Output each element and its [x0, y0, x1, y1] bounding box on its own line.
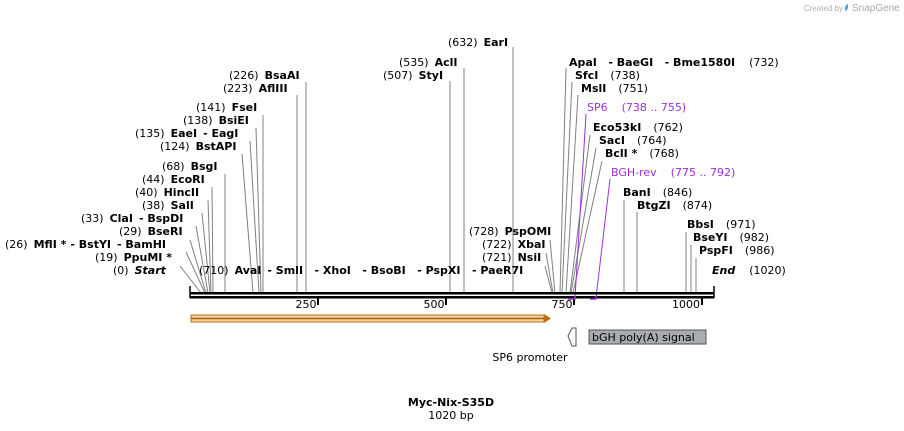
site-label-mfli: (26) MflI * - BstYI - BamHI: [5, 238, 166, 251]
orf-feature: [190, 314, 551, 323]
site-label-bcli: BclI * (768): [605, 147, 679, 160]
site-label-hincii: (40) HincII: [135, 186, 199, 199]
credit-prefix: Created by: [804, 4, 843, 13]
site-label-clai: (33) ClaI - BspDI: [81, 212, 183, 225]
site-label-pspfi: PspFI (986): [699, 244, 775, 257]
site-label-acli: (535) AclI: [399, 56, 458, 69]
site-label-ecori: (44) EcoRI: [142, 173, 205, 186]
site-label-apai-group: ApaI - BaeGI - Bme1580I (732): [569, 56, 779, 69]
credit-brand: SnapGene: [852, 3, 900, 14]
site-label-styi: (507) StyI: [383, 69, 443, 82]
site-label-bsgi: (68) BsgI: [162, 160, 218, 173]
site-label-saci: SacI (764): [599, 134, 667, 147]
backbone: [189, 286, 715, 299]
site-label-ppumi: (19) PpuMI *: [95, 251, 172, 264]
sp6-promoter-label: SP6 promoter: [492, 351, 568, 364]
bgh-polya-label: bGH poly(A) signal: [592, 331, 695, 344]
plasmid-name: Myc-Nix-S35D: [408, 396, 494, 409]
primer-marks: [568, 296, 597, 300]
ruler-label-750: 750: [552, 298, 573, 311]
site-label-start: (0) Start: [113, 264, 167, 277]
primer-lines: [574, 113, 611, 299]
ruler-ticks: [317, 298, 703, 305]
site-label-bbsi: BbsI (971): [687, 218, 756, 231]
site-label-sali: (38) SalI: [142, 199, 194, 212]
site-label-sfci: SfcI (738): [575, 69, 640, 82]
ruler-labels: 250 500 750 1000: [296, 298, 701, 311]
site-label-avai-group: (710) AvaI - SmlI - XhoI - BsoBI - PspXI -…: [199, 264, 523, 277]
site-label-bstapi: (124) BstAPI: [160, 140, 236, 153]
site-label-bani: BanI (846): [623, 186, 692, 199]
plasmid-length: 1020 bp: [428, 409, 473, 422]
snapgene-logo-icon: [845, 4, 848, 11]
site-label-bseyi: BseYI (982): [693, 231, 769, 244]
site-label-msli: MslI (751): [581, 82, 648, 95]
site-label-eco53ki: Eco53kI (762): [593, 121, 683, 134]
site-label-bseri: (29) BseRI: [119, 225, 183, 238]
site-label-xbai: (722) XbaI: [482, 238, 545, 251]
site-label-fsei: (141) FseI: [196, 101, 257, 114]
snapgene-credit: Created by SnapGene: [804, 3, 900, 14]
primer-label-bgh-rev: BGH-rev (775 .. 792): [611, 166, 735, 179]
site-label-eari: (632) EarI: [448, 36, 508, 49]
bgh-polya-feature: bGH poly(A) signal: [588, 329, 707, 345]
site-label-pspomi: (728) PspOMI: [469, 225, 551, 238]
site-label-eaei: (135) EaeI - EagI: [135, 127, 238, 140]
primer-label-sp6: SP6 (738 .. 755): [587, 101, 686, 114]
site-label-btgzi: BtgZI (874): [637, 199, 712, 212]
site-label-bsiei: (138) BsiEI: [183, 114, 249, 127]
sp6-promoter-feature: SP6 promoter: [492, 327, 577, 364]
site-label-bsaai: (226) BsaAI: [229, 69, 300, 82]
site-label-nsii: (721) NsiI: [482, 251, 541, 264]
site-label-end: End (1020): [712, 264, 786, 277]
ruler-label-500: 500: [424, 298, 445, 311]
site-label-aflili: (223) AflIII: [223, 82, 288, 95]
cut-site-lines: [179, 47, 697, 294]
ruler-label-250: 250: [296, 298, 317, 311]
ruler-label-1000: 1000: [672, 298, 700, 311]
